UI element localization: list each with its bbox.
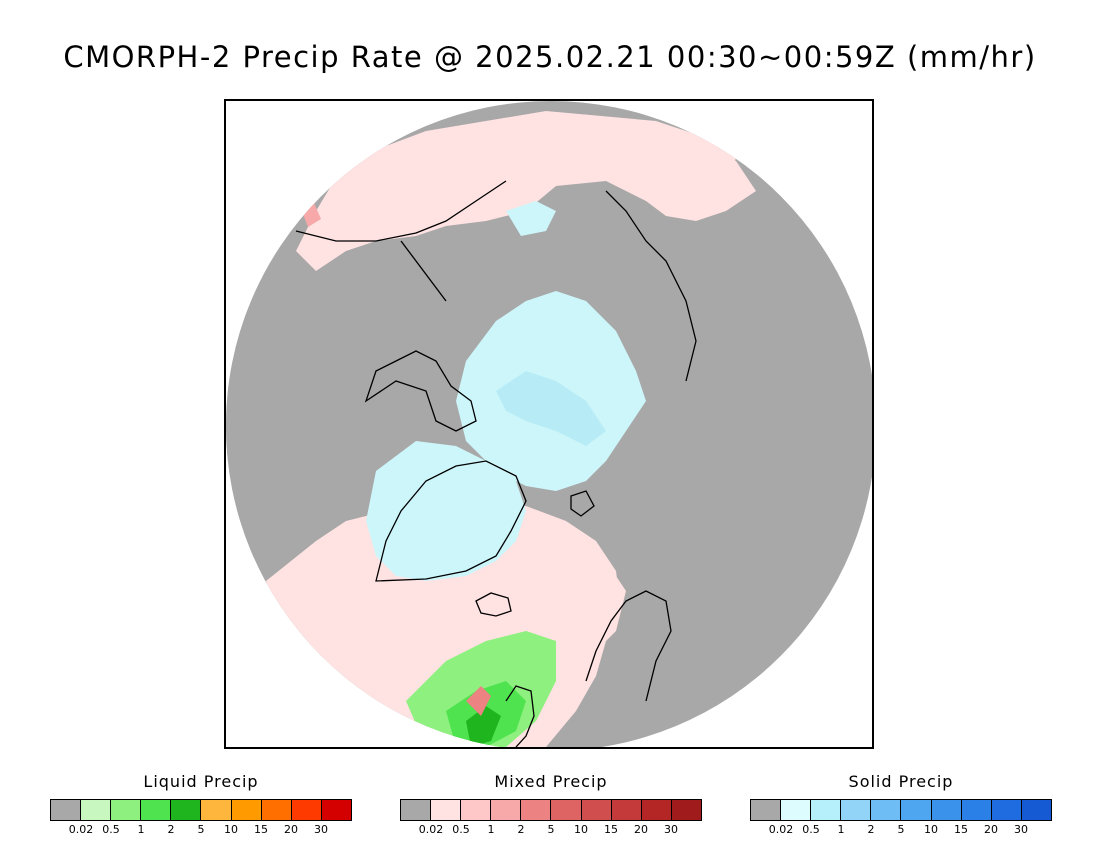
legend-tick-label: 0.5 [452, 823, 470, 836]
canada-land [226, 271, 466, 571]
legend-swatch [401, 800, 432, 820]
legend-tick-label: 0.02 [418, 823, 444, 836]
solid-precip-legend: Solid Precip 0.02 0.5 1 2 5 10 15 20 30 [750, 770, 1052, 840]
legend-swatch [461, 800, 492, 820]
legend-tick-label: 10 [924, 823, 938, 836]
legend-swatch [641, 800, 672, 820]
mixed-precip-legend: Mixed Precip 0.02 0.5 1 2 5 10 15 20 30 [400, 770, 702, 840]
liquid-color-bar [50, 799, 352, 821]
legend-swatch [901, 800, 932, 820]
legend-tick-label: 5 [547, 823, 555, 836]
legend-tick-label: 1 [137, 823, 145, 836]
legend-tick-label: 1 [487, 823, 495, 836]
legend-tick-label: 30 [664, 823, 678, 836]
legend-swatch [871, 800, 902, 820]
legend-tick-label: 5 [197, 823, 205, 836]
legend-swatch [321, 800, 351, 820]
legend-tick-label: 15 [954, 823, 968, 836]
legend-tick-label: 10 [224, 823, 238, 836]
legend-tick-label: 0.02 [68, 823, 94, 836]
legend-tick-label: 2 [517, 823, 525, 836]
legend-swatch [81, 800, 112, 820]
legend-swatch [671, 800, 701, 820]
legend-tick-label: 0.5 [102, 823, 120, 836]
legend-swatch [841, 800, 872, 820]
map-disc [226, 101, 872, 747]
mixed-color-bar [400, 799, 702, 821]
pink-region-north [296, 111, 746, 271]
legend-tick-label: 5 [897, 823, 905, 836]
legend-tick-label: 30 [1014, 823, 1028, 836]
legend-tick-label: 0.02 [768, 823, 794, 836]
iceland-coast [475, 592, 512, 617]
solid-color-bar [750, 799, 1052, 821]
legend-swatch [961, 800, 992, 820]
legend-tick-label: 20 [284, 823, 298, 836]
legend-swatch [491, 800, 522, 820]
greenland-coast [375, 460, 527, 582]
legend-tick-label: 15 [604, 823, 618, 836]
north-snow-patch [506, 201, 556, 236]
legend-tick-label: 2 [167, 823, 175, 836]
legend-tick-label: 15 [254, 823, 268, 836]
legend-tick-label: 1 [837, 823, 845, 836]
legend-swatch [931, 800, 962, 820]
legend-tick-label: 2 [867, 823, 875, 836]
canada-archipelago-coast [364, 350, 477, 432]
liquid-precip-legend: Liquid Precip 0.02 0.5 1 2 5 10 15 20 30 [50, 770, 352, 840]
liquid-precip-core [466, 706, 501, 747]
uk-coast [505, 685, 535, 747]
legend-swatch [811, 800, 842, 820]
coastlines [295, 180, 697, 747]
polar-precip-map[interactable] [226, 101, 872, 747]
legend-swatch [291, 800, 322, 820]
legend-swatch [111, 800, 142, 820]
legend-swatch [141, 800, 172, 820]
russia-coast [605, 190, 697, 382]
pink-region-northeast [636, 131, 756, 221]
legend-swatch [231, 800, 262, 820]
legend-tick-label: 30 [314, 823, 328, 836]
mixed-legend-title: Mixed Precip [494, 772, 608, 791]
legend-tick-label: 20 [634, 823, 648, 836]
legend-swatch [201, 800, 232, 820]
mixed-precip-streak [466, 686, 491, 716]
legend-tick-label: 10 [574, 823, 588, 836]
alaska-coast [295, 180, 507, 242]
legend-swatch [261, 800, 292, 820]
legend-swatch [781, 800, 812, 820]
greenland-snow [366, 441, 526, 581]
legend-swatch [581, 800, 612, 820]
legend-swatch [551, 800, 582, 820]
legend-swatch [171, 800, 202, 820]
arctic-snow-streak [496, 371, 606, 446]
liquid-legend-title: Liquid Precip [143, 772, 259, 791]
scandinavia-coast [585, 590, 672, 702]
legend-swatch [751, 800, 782, 820]
polar-map-frame[interactable] [224, 99, 874, 749]
legend-swatch [991, 800, 1022, 820]
legend-swatch [51, 800, 82, 820]
legend-swatch [1021, 800, 1051, 820]
legend-tick-label: 0.5 [802, 823, 820, 836]
legend-swatch [611, 800, 642, 820]
map-title: CMORPH-2 Precip Rate @ 2025.02.21 00:30~… [63, 40, 1037, 74]
legend-tick-label: 20 [984, 823, 998, 836]
solid-legend-title: Solid Precip [848, 772, 954, 791]
alaska-border [400, 240, 447, 302]
svalbard-coast [570, 490, 595, 517]
legend-swatch [431, 800, 462, 820]
legend-swatch [521, 800, 552, 820]
